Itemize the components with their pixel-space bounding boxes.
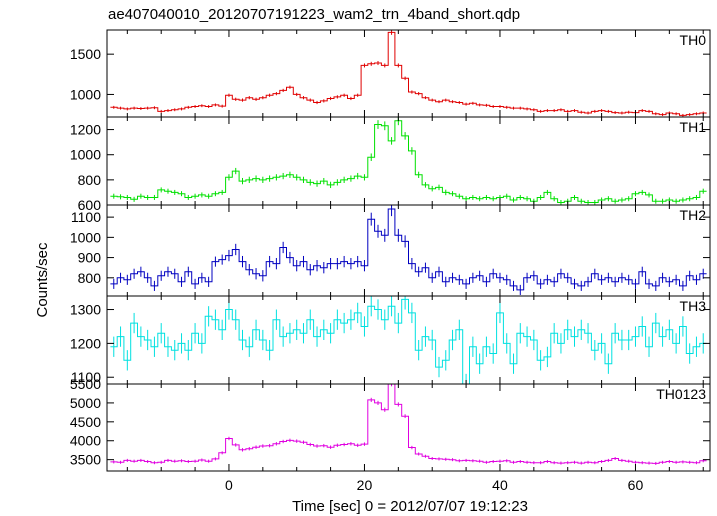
plot-area-th3 [110, 296, 707, 384]
panel-frame-th1 [106, 116, 711, 206]
x-tick-labels: 0 20 40 60 [225, 477, 643, 493]
y-tick-label-th1: 600 [78, 197, 102, 213]
x-tick-label: 20 [357, 477, 373, 493]
panel-frame-th0123 [106, 383, 711, 472]
panel-frame-th0 [106, 29, 711, 118]
panel-label-th2: TH2 [680, 207, 707, 223]
y-tick-label-th0: 1500 [70, 46, 101, 62]
x-tick-label: 60 [628, 477, 644, 493]
y-tick-label-th3: 1300 [70, 302, 101, 318]
series-line-th3 [110, 298, 707, 384]
y-tick-label-th2: 800 [78, 270, 102, 286]
y-tick-label-th2: 1000 [70, 229, 101, 245]
y-tick-label-th3: 1100 [71, 369, 101, 385]
y-tick-label-th0123: 3500 [70, 452, 101, 468]
panel-th3: 1100 1200 1300 TH3 [70, 295, 711, 385]
y-tick-label-th1: 1000 [70, 147, 101, 163]
plot-area-th2 [110, 205, 707, 295]
y-tick-label-th2: 900 [78, 250, 102, 266]
series-line-th0 [110, 31, 707, 116]
y-tick-label-th0: 1000 [70, 86, 101, 102]
series-line-th2 [110, 208, 707, 291]
panel-label-th3: TH3 [680, 298, 707, 314]
panel-th0: 1000 1500 TH0 [70, 29, 711, 118]
panel-label-th1: TH1 [680, 119, 707, 135]
y-tick-label-th1: 1200 [70, 122, 101, 138]
plot-area-th0123 [110, 384, 707, 465]
series-line-th0123 [110, 384, 707, 464]
y-tick-label-th0123: 5500 [70, 376, 101, 392]
plot-area-th0 [110, 30, 707, 117]
panel-th2: 800 900 1000 1100 TH2 [70, 204, 711, 297]
y-tick-label-th0123: 4500 [70, 414, 101, 430]
y-tick-label-th1: 800 [78, 172, 102, 188]
series-line-th1 [110, 120, 707, 203]
x-axis-label: Time [sec] 0 = 2012/07/07 19:12:23 [292, 498, 528, 515]
y-tick-label-th0123: 4000 [70, 433, 101, 449]
y-tick-label-th3: 1200 [70, 335, 101, 351]
panel-label-th0: TH0 [680, 32, 707, 48]
plot-area-th1 [110, 117, 707, 205]
y-tick-label-th0123: 5000 [70, 395, 101, 411]
chart-title: ae407040010_20120707191223_wam2_trn_4ban… [108, 6, 520, 23]
y-axis-label: Counts/sec [34, 242, 51, 318]
x-tick-label: 0 [225, 477, 233, 493]
panel-label-th0123: TH0123 [656, 386, 706, 402]
panel-th1: 600 800 1000 1200 TH1 [70, 116, 711, 213]
y-tick-label-th2: 1100 [71, 209, 101, 225]
panel-th0123: 3500 4000 4500 5000 5500 TH0123 [70, 376, 711, 472]
x-tick-label: 40 [492, 477, 508, 493]
